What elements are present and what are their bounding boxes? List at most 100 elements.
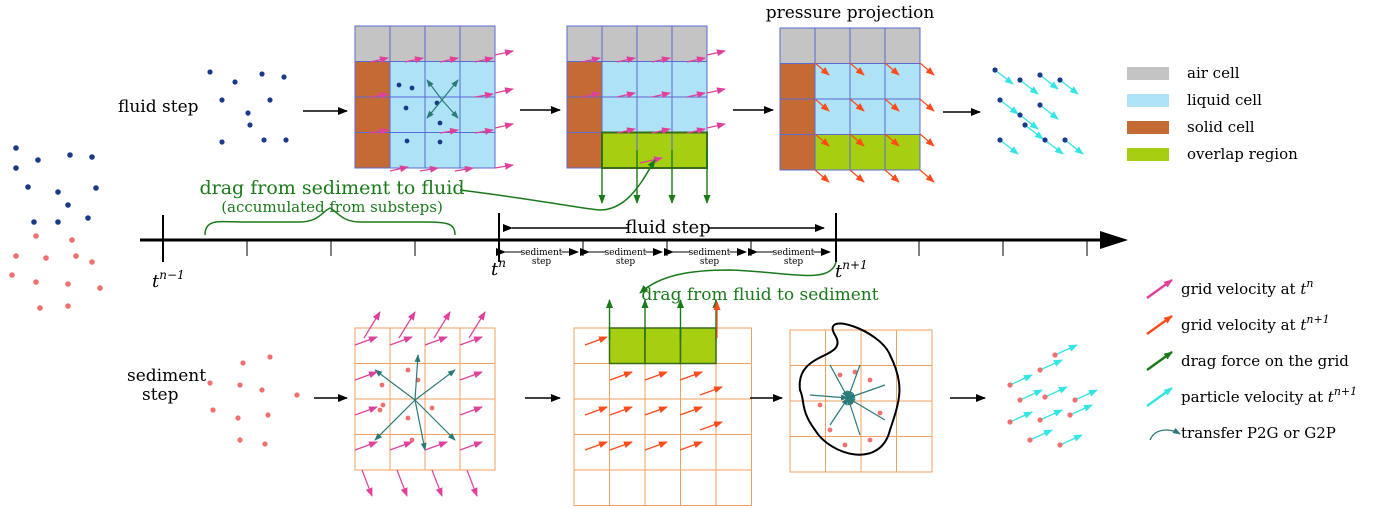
substep-label-line2: step: [532, 257, 552, 267]
grid-velocity-arrow-next: [609, 441, 633, 451]
legend-arrow-icon: [1146, 351, 1173, 371]
transfer-arrow: [847, 397, 886, 421]
particle: [13, 145, 19, 151]
grid-cell: [424, 398, 461, 435]
particle: [207, 380, 213, 386]
grid-cell: [860, 365, 897, 402]
transfer-arrow: [441, 79, 459, 101]
grid-velocity-arrow-next: [584, 406, 608, 416]
grid-cell: [849, 27, 886, 64]
particle-velocity-arrow: [1039, 359, 1063, 371]
kernel-outline: [798, 322, 901, 456]
grid-cell: [715, 469, 752, 506]
particle-velocity-arrow: [999, 99, 1019, 115]
grid-cell: [424, 327, 461, 364]
particle: [31, 219, 37, 225]
grid-velocity-arrow-next: [679, 406, 703, 416]
particle: [89, 259, 95, 265]
grid-cell: [573, 434, 610, 471]
particle: [259, 387, 265, 393]
legend-cell-label: solid cell: [1187, 118, 1255, 136]
particle: [403, 105, 409, 111]
particle: [259, 71, 265, 77]
grid-cell: [389, 434, 426, 471]
particle: [283, 137, 289, 143]
grid-velocity-arrow: [369, 56, 389, 64]
grid-cell: [354, 61, 391, 98]
legend-cell-label: liquid cell: [1187, 91, 1262, 109]
sediment-grid-2: [573, 299, 752, 506]
particle: [409, 437, 415, 443]
grid-velocity-arrow: [389, 336, 413, 346]
legend-arrow-label: grid velocity at tn+1: [1181, 313, 1330, 334]
transfer-arrow: [847, 397, 861, 436]
transfer-arrow: [847, 364, 861, 399]
grid-cell: [601, 61, 638, 98]
sediment-grid-3: [789, 322, 933, 473]
grid-velocity-arrow-next: [849, 133, 865, 147]
transfer-arrow: [426, 79, 443, 101]
grid-cell: [814, 98, 851, 135]
particle: [817, 402, 823, 408]
grid-cell: [896, 400, 933, 437]
particle: [1007, 419, 1013, 425]
grid-velocity-arrow: [354, 441, 378, 451]
grid-velocity-arrow-next: [884, 98, 900, 112]
grid-velocity-arrow-next: [609, 406, 633, 416]
grid-cell: [573, 363, 610, 400]
particle-velocity-arrow: [1019, 114, 1039, 130]
grid-cell: [573, 469, 610, 506]
grid-velocity-arrow: [389, 441, 413, 451]
grid-velocity-arrow: [459, 336, 483, 346]
grid-cell: [459, 132, 496, 169]
overlap-cell: [679, 327, 717, 365]
legend-arrow-icon: [1146, 315, 1173, 335]
particle-velocity-arrow: [1044, 139, 1064, 155]
legend-arrow-label: grid velocity at tn: [1181, 277, 1313, 298]
particle: [65, 281, 71, 287]
grid-velocity-arrow: [651, 91, 671, 99]
grid-velocity-arrow: [494, 162, 514, 170]
grid-velocity-arrow: [369, 127, 389, 135]
substep-label-bg: [605, 245, 646, 265]
grid-velocity-arrow: [468, 311, 486, 339]
substep-label-line2: step: [700, 257, 720, 267]
particle: [1007, 382, 1013, 388]
particle: [267, 97, 273, 103]
grid-velocity-arrow: [459, 371, 483, 381]
particle: [1042, 137, 1048, 143]
grid-cell: [671, 96, 708, 133]
grid-cell: [849, 134, 886, 171]
grid-velocity-arrow-next: [679, 371, 703, 381]
particle-velocity-arrow: [1019, 389, 1043, 401]
grid-velocity-arrow-next: [699, 386, 723, 396]
particle: [65, 303, 71, 309]
grid-cell: [609, 398, 646, 435]
particle: [232, 79, 238, 85]
grid-velocity-arrow: [581, 56, 601, 64]
fluid-step-row-label: fluid step: [118, 97, 199, 117]
grid-velocity-arrow-next: [849, 169, 865, 183]
grid-cell: [814, 27, 851, 64]
particle: [1062, 137, 1068, 143]
particle: [1017, 397, 1023, 403]
grid-velocity-arrow: [494, 49, 514, 57]
grid-cell: [860, 329, 897, 366]
grid-velocity-arrow: [474, 91, 494, 99]
particle: [97, 285, 103, 291]
particle: [842, 442, 848, 448]
particle-velocity-arrow: [1059, 79, 1079, 95]
particle: [25, 184, 31, 190]
grid-velocity-arrow-next: [849, 98, 865, 112]
cell-legend: air cell liquid cell solid cell overlap reg…: [1127, 64, 1298, 163]
particle: [1067, 412, 1073, 418]
particle-velocity-arrow: [1009, 411, 1033, 423]
particle: [827, 427, 833, 433]
particle: [261, 137, 267, 143]
drag-fluid-to-sed-label: drag from fluid to sediment: [641, 285, 878, 305]
transfer-arrow: [374, 369, 416, 401]
grid-velocity-arrow: [354, 371, 378, 381]
grid-velocity-arrow: [459, 406, 483, 416]
grid-velocity-arrow: [424, 336, 448, 346]
grid-cell: [884, 27, 921, 64]
